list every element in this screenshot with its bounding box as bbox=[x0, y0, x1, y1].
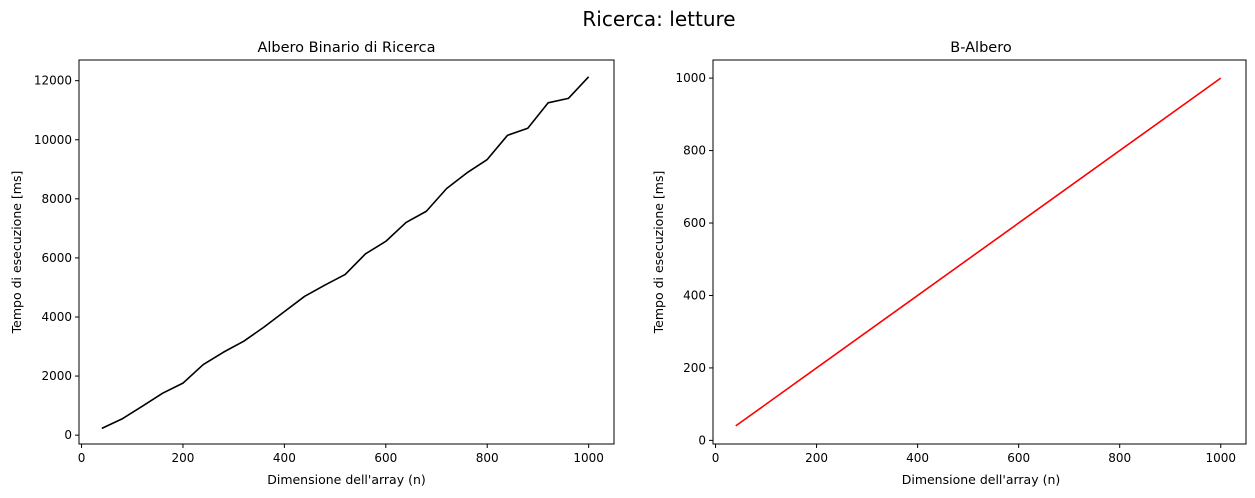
chart-right-x-ticks: 0 200 400 600 800 1000 bbox=[712, 444, 1236, 465]
chart-right-y-tick-label: 1000 bbox=[675, 71, 706, 85]
chart-left-x-tick-label: 600 bbox=[374, 451, 397, 465]
chart-right-y-tick-label: 600 bbox=[683, 216, 706, 230]
chart-right-x-tick-label: 200 bbox=[805, 451, 828, 465]
chart-right-y-label: Tempo di esecuzione [ms] bbox=[651, 171, 666, 335]
chart-left-x-tick-label: 1000 bbox=[573, 451, 604, 465]
chart-left-albero-binario: Albero Binario di Ricerca 0 200 400 600 800 1… bbox=[9, 40, 615, 487]
chart-right-y-tick-label: 400 bbox=[683, 288, 706, 302]
chart-left-lines bbox=[101, 76, 590, 430]
chart-right-x-label: Dimensione dell'array (n) bbox=[902, 472, 1061, 487]
chart-left-y-tick-label: 12000 bbox=[34, 74, 72, 88]
chart-left-plot-frame bbox=[78, 59, 615, 445]
chart-left-x-label: Dimensione dell'array (n) bbox=[267, 472, 426, 487]
chart-right-x-tick-label: 800 bbox=[1108, 451, 1131, 465]
chart-right-y-tick-label: 200 bbox=[683, 361, 706, 375]
chart-left-y-tick-label: 0 bbox=[64, 428, 72, 442]
chart-right-b-albero: B-Albero 0 200 400 600 800 1000 0 200 400 600 800… bbox=[651, 40, 1247, 487]
chart-left-y-tick-label: 4000 bbox=[41, 310, 72, 324]
chart-left-title: Albero Binario di Ricerca bbox=[257, 40, 435, 56]
chart-left-x-tick-label: 0 bbox=[78, 451, 86, 465]
chart-right-y-ticks: 0 200 400 600 800 1000 bbox=[675, 71, 713, 447]
chart-left-y-tick-label: 10000 bbox=[34, 133, 72, 147]
chart-right-title: B-Albero bbox=[950, 40, 1012, 56]
chart-right-lines bbox=[735, 77, 1222, 427]
chart-left-y-tick-label: 8000 bbox=[41, 192, 72, 206]
chart-right-x-tick-label: 400 bbox=[906, 451, 929, 465]
chart-left-x-tick-label: 200 bbox=[172, 451, 195, 465]
chart-left-y-label: Tempo di esecuzione [ms] bbox=[9, 171, 24, 335]
chart-right-y-tick-label: 0 bbox=[698, 433, 706, 447]
chart-right-y-tick-label: 800 bbox=[683, 144, 706, 158]
chart-left-x-ticks: 0 200 400 600 800 1000 bbox=[78, 444, 604, 465]
chart-left-x-tick-label: 800 bbox=[476, 451, 499, 465]
chart-left-x-tick-label: 400 bbox=[273, 451, 296, 465]
chart-right-plot-frame bbox=[712, 59, 1247, 445]
chart-right-x-tick-label: 1000 bbox=[1205, 451, 1236, 465]
chart-left-series-line-0 bbox=[101, 76, 590, 430]
chart-left-y-tick-label: 2000 bbox=[41, 369, 72, 383]
chart-left-y-ticks: 0 2000 4000 6000 8000 10000 12000 bbox=[34, 74, 79, 442]
chart-left-y-tick-label: 6000 bbox=[41, 251, 72, 265]
chart-right-x-tick-label: 0 bbox=[712, 451, 720, 465]
chart-right-series-line-0 bbox=[735, 77, 1222, 427]
chart-right-x-tick-label: 600 bbox=[1007, 451, 1030, 465]
figure-suptitle: Ricerca: letture bbox=[582, 7, 735, 31]
